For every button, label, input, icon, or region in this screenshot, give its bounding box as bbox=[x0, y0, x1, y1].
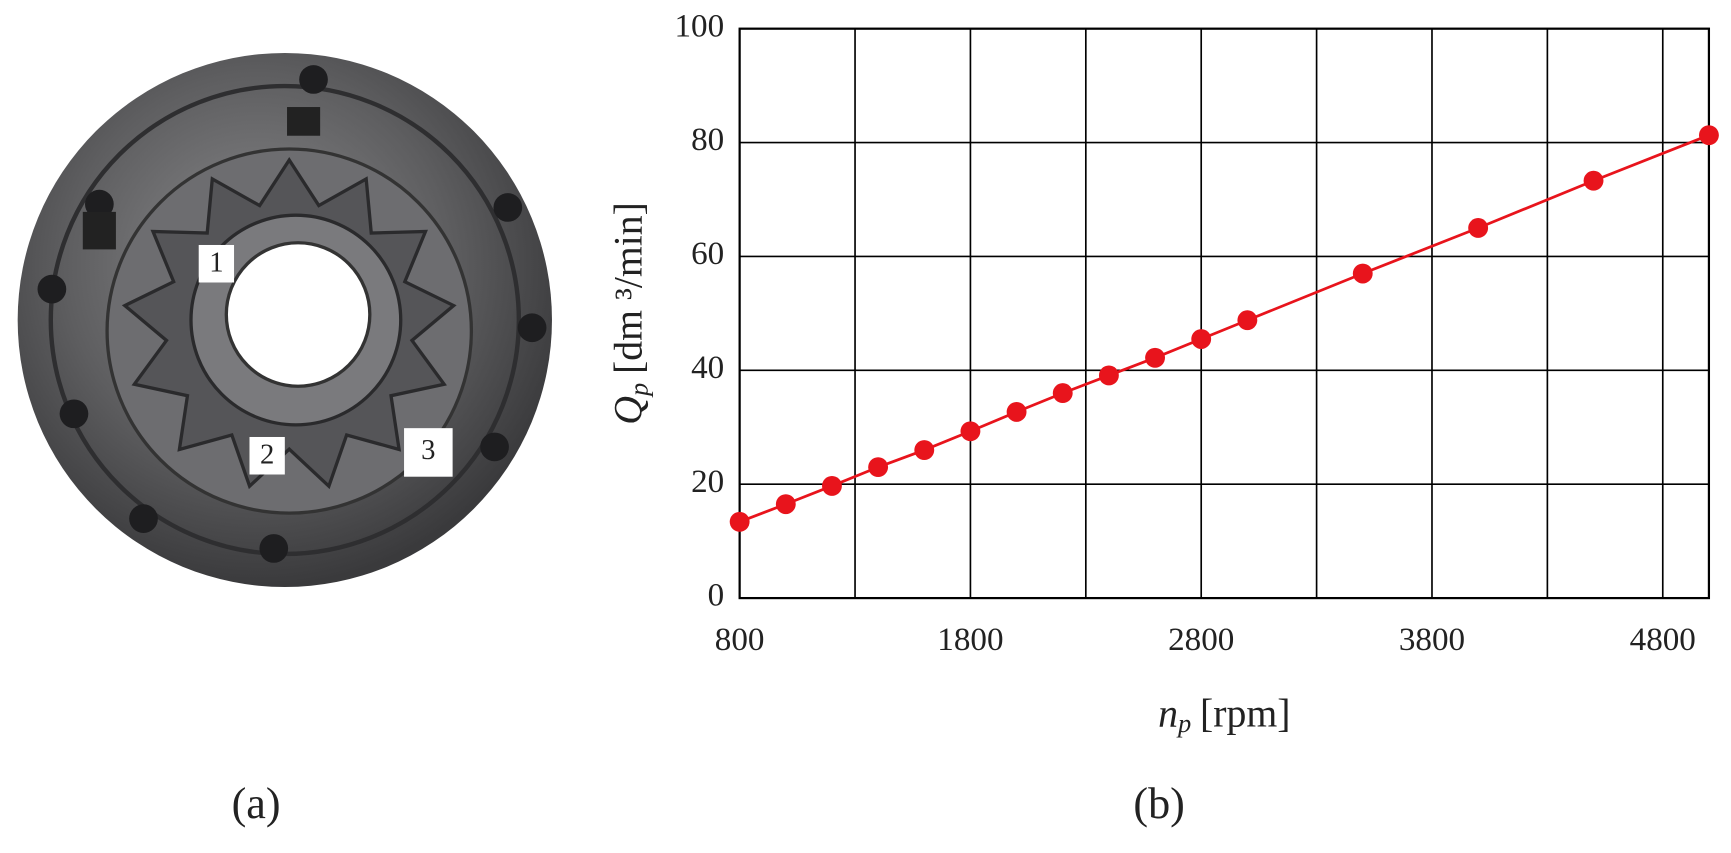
panel-caption: (b) bbox=[1133, 779, 1184, 828]
bolt-hole bbox=[259, 534, 289, 563]
bolt-hole bbox=[517, 313, 547, 343]
axis-symbol: n bbox=[1158, 691, 1178, 735]
label-box bbox=[198, 244, 235, 283]
data-point bbox=[868, 457, 889, 478]
x-tick-label: 2800 bbox=[1168, 621, 1234, 658]
y-tick-label: 100 bbox=[675, 7, 725, 44]
bolt-hole bbox=[37, 274, 67, 304]
x-tick-label: 4800 bbox=[1630, 621, 1696, 658]
panel-caption: (a) bbox=[232, 779, 281, 828]
port bbox=[287, 107, 321, 136]
y-tick-label: 20 bbox=[691, 463, 724, 500]
data-point bbox=[1698, 125, 1719, 146]
axis-subscript: p bbox=[1176, 708, 1191, 738]
bolt-hole bbox=[480, 432, 509, 462]
data-point bbox=[914, 440, 935, 460]
bolt-holes bbox=[37, 65, 547, 563]
data-point bbox=[1052, 383, 1073, 404]
data-point bbox=[1352, 263, 1373, 284]
data-point bbox=[822, 475, 842, 496]
x-tick-label: 800 bbox=[715, 621, 765, 658]
y-tick-label: 60 bbox=[691, 235, 724, 272]
axis-symbol: Q bbox=[607, 396, 651, 425]
axis-subscript: p bbox=[623, 383, 653, 398]
bolt-hole bbox=[299, 65, 328, 94]
bolt-hole bbox=[59, 399, 89, 429]
x-tick-label: 1800 bbox=[937, 621, 1003, 658]
part-label: 3 bbox=[421, 434, 435, 466]
data-point bbox=[729, 511, 750, 532]
bolt-hole bbox=[493, 193, 523, 222]
plot-frame bbox=[738, 27, 1711, 600]
port bbox=[82, 211, 116, 250]
data-point bbox=[1191, 329, 1212, 349]
axis-unit: [rpm] bbox=[1200, 691, 1290, 735]
data-point bbox=[1006, 401, 1027, 422]
y-tick-label: 80 bbox=[691, 121, 724, 158]
y-tick-label: 0 bbox=[708, 577, 725, 614]
data-point bbox=[1583, 170, 1604, 191]
bolt-hole bbox=[85, 189, 114, 219]
data-point bbox=[1237, 310, 1258, 331]
y-axis-label: Qp [dm ³/min] bbox=[607, 202, 654, 425]
x-axis-label: np [rpm] bbox=[1158, 691, 1290, 738]
data-point bbox=[1468, 218, 1489, 238]
data-point bbox=[1145, 347, 1165, 368]
data-point bbox=[775, 494, 796, 515]
data-point bbox=[960, 421, 981, 442]
shaft-hole bbox=[224, 241, 372, 388]
x-tick-label: 3800 bbox=[1399, 621, 1465, 658]
photo: 1 2 3 (a) bbox=[17, 52, 552, 828]
label-box bbox=[249, 436, 285, 475]
axis-unit: [dm ³/min] bbox=[607, 202, 651, 374]
data-point bbox=[1098, 365, 1119, 386]
part-label: 1 bbox=[209, 246, 223, 278]
series-line bbox=[739, 133, 1710, 524]
bolt-hole bbox=[129, 504, 158, 533]
label-box bbox=[404, 428, 453, 477]
y-tick-label: 40 bbox=[691, 349, 724, 386]
part-label: 2 bbox=[260, 438, 274, 470]
